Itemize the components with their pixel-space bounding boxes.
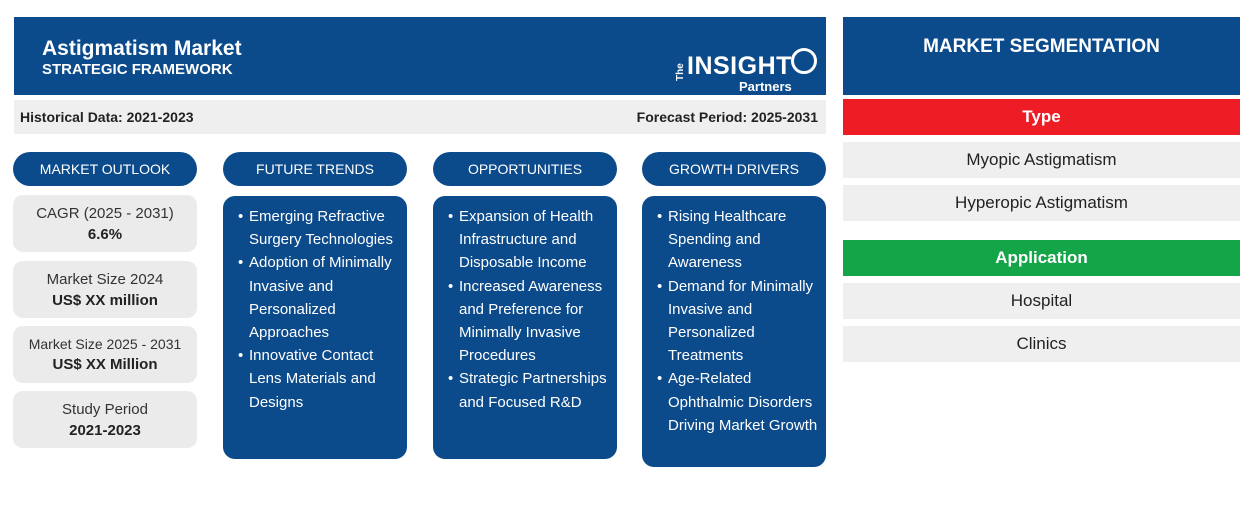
stat-value: 2021-2023: [69, 422, 141, 439]
segment-item: Myopic Astigmatism: [843, 142, 1240, 178]
study-period-card: Study Period 2021-2023: [13, 391, 197, 448]
list-item: Expansion of Health Infrastructure and D…: [448, 205, 609, 275]
stat-value: US$ XX million: [52, 292, 158, 309]
stat-value: 6.6%: [87, 226, 123, 243]
stat-label: Market Size 2025 - 2031: [28, 336, 182, 352]
stat-value: US$ XX Million: [52, 356, 158, 373]
list-item: Age-Related Ophthalmic Disorders Driving…: [657, 367, 818, 437]
market-outlook-heading: MARKET OUTLOOK: [13, 152, 197, 186]
list-item: Demand for Minimally Invasive and Person…: [657, 275, 818, 368]
logo-insight-text: INSIGHT: [687, 52, 792, 80]
market-size-2024-card: Market Size 2024 US$ XX million: [13, 261, 197, 318]
insight-partners-logo: The INSIGHT Partners: [675, 48, 820, 100]
list-item: Rising Healthcare Spending and Awareness: [657, 205, 818, 275]
stat-label: Study Period: [62, 401, 148, 418]
future-trends-heading: FUTURE TRENDS: [223, 152, 407, 186]
list-item: Adoption of Minimally Invasive and Perso…: [238, 251, 399, 344]
list-item: Strategic Partnerships and Focused R&D: [448, 367, 609, 413]
report-header: Astigmatism Market STRATEGIC FRAMEWORK T…: [14, 17, 826, 95]
growth-drivers-heading: GROWTH DRIVERS: [642, 152, 826, 186]
segment-item: Hospital: [843, 283, 1240, 319]
opportunities-panel: Expansion of Health Infrastructure and D…: [433, 196, 617, 459]
report-subtitle: STRATEGIC FRAMEWORK: [42, 61, 233, 78]
logo-ring-icon: [791, 48, 817, 74]
market-segmentation-title: MARKET SEGMENTATION: [843, 17, 1240, 95]
historical-data-label: Historical Data: 2021-2023: [20, 109, 194, 125]
segment-item: Clinics: [843, 326, 1240, 362]
forecast-period-label: Forecast Period: 2025-2031: [636, 109, 818, 125]
stat-label: CAGR (2025 - 2031): [36, 205, 174, 222]
list-item: Increased Awareness and Preference for M…: [448, 275, 609, 368]
market-size-forecast-card: Market Size 2025 - 2031 US$ XX Million: [13, 326, 197, 383]
report-title: Astigmatism Market: [42, 37, 242, 60]
logo-partners-text: Partners: [739, 79, 792, 94]
list-item: Innovative Contact Lens Materials and De…: [238, 344, 399, 414]
future-trends-panel: Emerging Refractive Surgery Technologies…: [223, 196, 407, 459]
segment-item: Hyperopic Astigmatism: [843, 185, 1240, 221]
stat-label: Market Size 2024: [46, 271, 164, 288]
list-item: Emerging Refractive Surgery Technologies: [238, 205, 399, 251]
logo-the-text: The: [675, 63, 686, 81]
opportunities-heading: OPPORTUNITIES: [433, 152, 617, 186]
segment-type-heading: Type: [843, 99, 1240, 135]
cagr-card: CAGR (2025 - 2031) 6.6%: [13, 195, 197, 252]
segment-application-heading: Application: [843, 240, 1240, 276]
period-bar: Historical Data: 2021-2023 Forecast Peri…: [14, 100, 826, 134]
growth-drivers-panel: Rising Healthcare Spending and Awareness…: [642, 196, 826, 467]
